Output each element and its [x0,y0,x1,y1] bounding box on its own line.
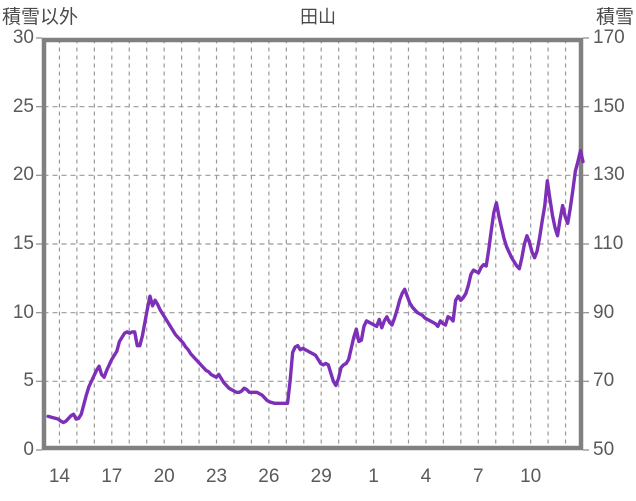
y-axis-left-tick-label: 25 [12,95,34,117]
x-axis-tick-label: 14 [48,466,71,487]
x-axis-tick-label: 17 [101,466,123,487]
x-axis-tick-label: 4 [420,466,432,487]
y-axis-right-tick-label: 150 [593,95,625,117]
y-axis-right-tick-label: 90 [593,301,615,323]
y-axis-left-tick-label: 20 [12,164,34,186]
x-axis-tick-label: 26 [258,466,280,487]
y-axis-left-tick-label: 10 [12,301,34,323]
y-gridlines [43,106,582,382]
x-axis-tick-label: 29 [310,466,332,487]
y-axis-left-tick-label: 30 [12,27,34,48]
y-axis-right-tick-label: 170 [593,27,625,48]
left-axis-title: 積雪以外 [2,7,79,28]
x-axis-tick-label: 20 [153,466,175,487]
y-axis-right-tick-label: 70 [593,370,615,392]
x-axis-tick-label: 23 [205,466,228,487]
y-axis-right-tick-label: 130 [593,164,625,186]
y-axis-left-tick-label: 5 [23,370,34,392]
x-axis-tick-label: 7 [472,466,484,487]
chart-title: 田山 [300,7,336,27]
x-axis-tick-label: 1 [368,466,379,487]
y-axis-right-tick-label: 50 [593,439,615,460]
y-axis-left-tick-label: 0 [23,439,34,460]
x-axis-tick-label: 10 [520,466,542,487]
y-axis-right-tick-label: 110 [593,233,624,254]
y-axis-left-tick-label: 15 [12,233,34,254]
tick-marks [36,37,589,451]
data-series-line [46,148,585,425]
right-axis-title: 積雪 [595,7,634,28]
plot-frame [41,37,584,451]
